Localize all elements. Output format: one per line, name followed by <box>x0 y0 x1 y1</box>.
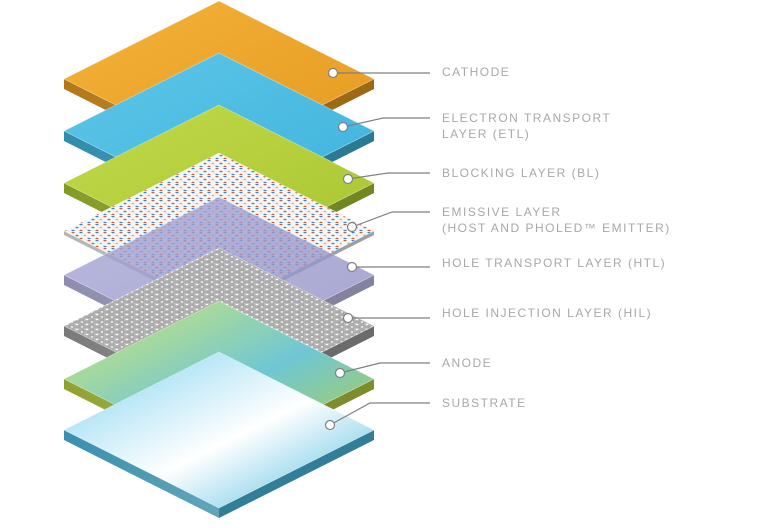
label-etl: ELECTRON TRANSPORT LAYER (ETL) <box>442 110 611 142</box>
label-cathode: CATHODE <box>442 64 510 80</box>
label-emissive: EMISSIVE LAYER (HOST AND PHOLED™ EMITTER… <box>442 204 671 236</box>
label-htl: HOLE TRANSPORT LAYER (HTL) <box>442 255 666 271</box>
label-anode: ANODE <box>442 355 492 371</box>
label-hil: HOLE INJECTION LAYER (HIL) <box>442 305 652 321</box>
label-bl: BLOCKING LAYER (BL) <box>442 165 600 181</box>
label-substrate: SUBSTRATE <box>442 395 527 411</box>
exploded-diagram: CATHODE ELECTRON TRANSPORT LAYER (ETL) B… <box>0 0 759 514</box>
layer-substrate <box>54 342 384 528</box>
